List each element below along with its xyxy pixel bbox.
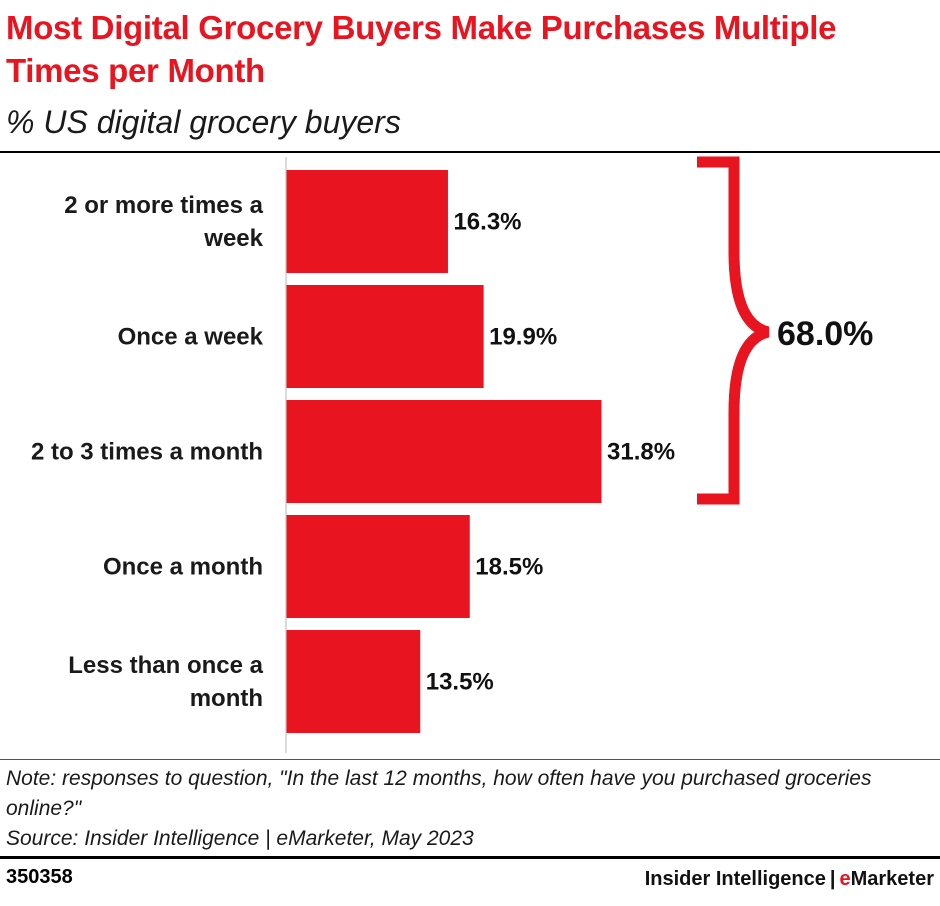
value-label-3: 18.5% <box>475 554 543 581</box>
category-label-3: Once a month <box>103 554 263 581</box>
brand-marketer: Marketer <box>850 868 934 890</box>
value-label-1: 19.9% <box>489 324 557 351</box>
brand-separator: | <box>829 868 836 890</box>
chart-notes: Note: responses to question, "In the las… <box>6 764 906 854</box>
brand-logo: Insider Intelligence | eMarketer <box>645 868 934 891</box>
chart-subtitle: % US digital grocery buyers <box>6 104 401 140</box>
category-label-1: Once a week <box>118 324 264 351</box>
source-text: Source: Insider Intelligence | eMarketer… <box>6 827 474 850</box>
category-label-line: Once a week <box>118 324 264 351</box>
bottom-divider <box>0 856 940 859</box>
bar-2 <box>286 400 602 503</box>
brace-annotation <box>697 156 770 505</box>
category-label-2: 2 to 3 times a month <box>31 439 263 466</box>
top-divider <box>0 151 940 153</box>
category-label-0: 2 or more times a week <box>64 192 263 252</box>
chart-id: 350358 <box>6 866 73 888</box>
brand-e: e <box>839 868 851 890</box>
category-label-line: 2 or more times a <box>64 192 263 219</box>
category-label-4: Less than once a month <box>68 652 263 712</box>
bar-chart: 16.3% 2 or more times a week 19.9% Once a we… <box>31 156 873 753</box>
bar-1 <box>286 285 484 388</box>
brand-name: Insider Intelligence <box>644 868 826 890</box>
bar-4 <box>286 630 421 733</box>
note-text: Note: responses to question, "In the las… <box>6 767 872 820</box>
category-label-line: 2 to 3 times a month <box>31 439 263 466</box>
category-label-line: month <box>190 685 263 712</box>
bar-3 <box>286 515 470 618</box>
value-label-0: 16.3% <box>453 209 521 236</box>
value-label-2: 31.8% <box>607 439 675 466</box>
category-label-line: week <box>203 225 263 252</box>
bar-0 <box>286 170 448 273</box>
category-label-line: Less than once a <box>68 652 263 679</box>
brace-label: 68.0% <box>777 315 873 353</box>
category-label-line: Once a month <box>103 554 263 581</box>
chart-title: Most Digital Grocery Buyers Make Purchas… <box>6 9 837 89</box>
footer-divider <box>0 759 940 760</box>
value-label-4: 13.5% <box>426 669 494 696</box>
